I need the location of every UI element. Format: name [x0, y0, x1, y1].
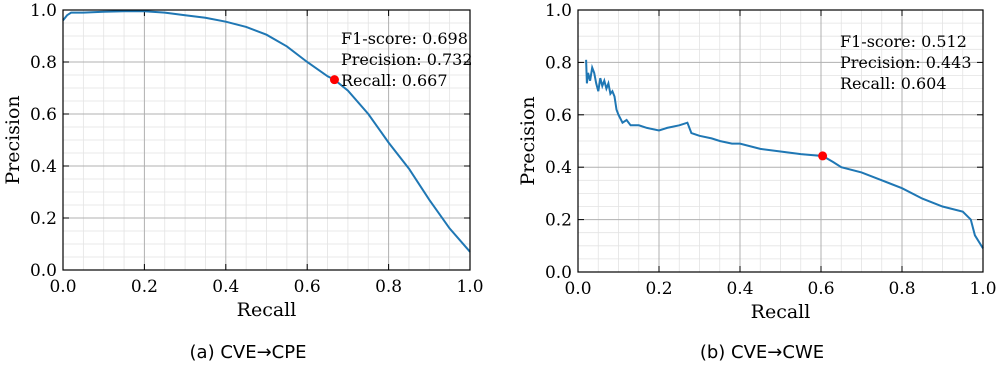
tick-labels: 0.0 0.2 0.4 0.6 0.8 1.0 0.0 0.2 0.4 0.6 0.8 1.0: [30, 1, 484, 297]
chart-caption: (a) CVE→CPE: [190, 342, 307, 363]
y-tick-label: 0.6: [30, 105, 57, 125]
highlight-point: [818, 151, 828, 161]
y-axis-label: Precision: [2, 95, 24, 184]
annotation-recall: Recall: 0.667: [341, 71, 448, 90]
y-tick-label: 0.6: [545, 106, 572, 126]
x-axis-label: Recall: [237, 299, 297, 321]
chart-panel-b: 0.0 0.2 0.4 0.6 0.8 1.0 0.0 0.2 0.4 0.6 0.8 1.0 F1-…: [517, 1, 997, 363]
y-tick-label: 1.0: [545, 1, 572, 21]
y-tick-label: 0.2: [545, 211, 572, 231]
x-axis-label: Recall: [751, 301, 811, 323]
x-tick-label: 0.0: [49, 277, 76, 297]
x-tick-label: 0.4: [212, 277, 239, 297]
major-grid: [578, 10, 983, 272]
x-tick-label: 0.8: [888, 279, 915, 299]
x-tick-label: 0.6: [294, 277, 321, 297]
x-tick-label: 1.0: [969, 279, 996, 299]
y-axis-label: Precision: [517, 96, 539, 185]
series-line: [585, 59, 984, 249]
y-tick-label: 0.4: [30, 157, 57, 177]
y-tick-label: 0.0: [545, 263, 572, 283]
highlight-point: [329, 75, 339, 85]
annotation-precision: Precision: 0.443: [840, 53, 972, 72]
annotation-recall: Recall: 0.604: [840, 74, 947, 93]
y-tick-label: 0.0: [30, 261, 57, 281]
chart-panel-a: 0.0 0.2 0.4 0.6 0.8 1.0 0.0 0.2 0.4 0.6 0.8 1.0 F1-…: [2, 1, 484, 363]
annotation-f1: F1-score: 0.512: [840, 32, 967, 51]
x-tick-label: 1.0: [456, 277, 483, 297]
minor-grid: [63, 10, 470, 270]
annotation-f1: F1-score: 0.698: [341, 29, 468, 48]
x-tick-label: 0.2: [645, 279, 672, 299]
y-tick-label: 1.0: [30, 1, 57, 21]
tick-labels: 0.0 0.2 0.4 0.6 0.8 1.0 0.0 0.2 0.4 0.6 0.8 1.0: [545, 1, 997, 299]
plot-frame: [62, 9, 471, 271]
y-tick-label: 0.4: [545, 158, 572, 178]
x-tick-label: 0.4: [726, 279, 753, 299]
x-tick-label: 0.2: [131, 277, 158, 297]
chart-caption: (b) CVE→CWE: [700, 342, 824, 363]
x-tick-label: 0.6: [807, 279, 834, 299]
series-line: [62, 10, 471, 253]
major-grid: [63, 10, 470, 270]
y-tick-label: 0.8: [30, 53, 57, 73]
y-tick-label: 0.8: [545, 53, 572, 73]
x-tick-label: 0.0: [564, 279, 591, 299]
y-tick-label: 0.2: [30, 209, 57, 229]
x-tick-label: 0.8: [375, 277, 402, 297]
plot-frame: [577, 9, 984, 273]
annotation-precision: Precision: 0.732: [341, 50, 473, 69]
